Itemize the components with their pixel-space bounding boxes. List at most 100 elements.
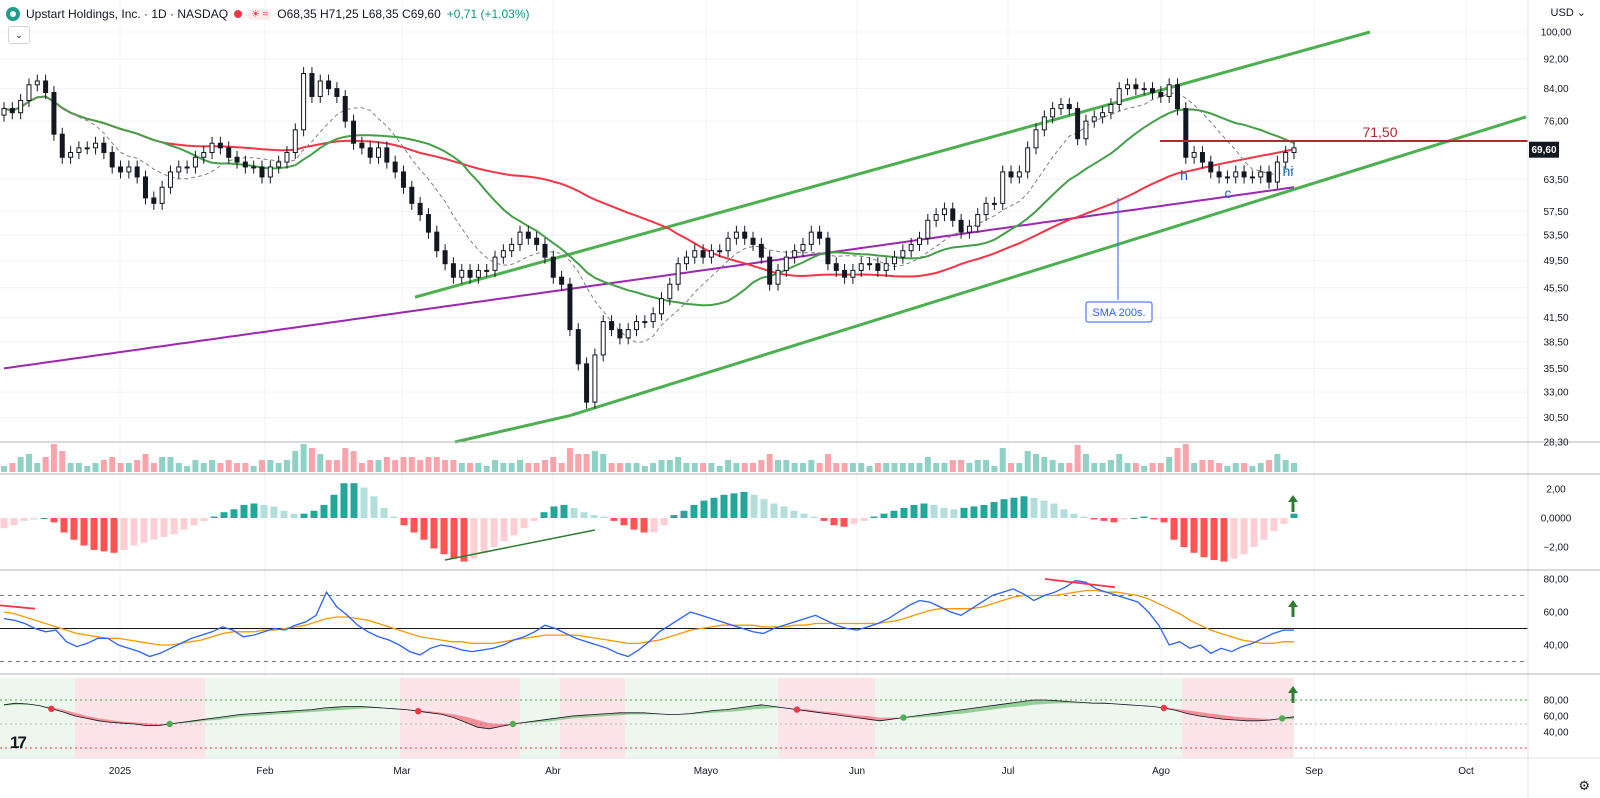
bullish-cross-dot bbox=[900, 714, 907, 721]
histogram-bar bbox=[360, 487, 368, 518]
candle-up bbox=[1083, 120, 1089, 140]
oscillator-bull-fill bbox=[749, 704, 762, 710]
candle-down bbox=[450, 263, 456, 278]
divergence-line bbox=[444, 529, 596, 561]
histogram-bar bbox=[480, 518, 488, 553]
volume-bar bbox=[117, 463, 124, 472]
bullish-cross-dot bbox=[166, 720, 173, 728]
price-tick-label: 57,50 bbox=[1543, 207, 1568, 218]
volume-bar bbox=[983, 460, 990, 472]
histogram-tick-label: 0,0000 bbox=[1541, 514, 1572, 525]
histogram-bar bbox=[640, 518, 648, 533]
candle-up bbox=[925, 219, 931, 239]
volume-bar bbox=[974, 460, 981, 472]
candle-down bbox=[367, 147, 373, 158]
volume-bar bbox=[650, 463, 657, 472]
candle-down bbox=[417, 202, 423, 216]
annotation-h: h bbox=[1180, 167, 1188, 183]
histogram-bar bbox=[880, 513, 888, 518]
histogram-bar bbox=[100, 518, 108, 552]
histogram-bar bbox=[60, 518, 68, 533]
volume-bar bbox=[1024, 451, 1031, 472]
time-tick-label: 2025 bbox=[109, 766, 132, 777]
collapse-legend-chevron-down-icon[interactable]: ⌄ bbox=[8, 26, 30, 44]
candle-up bbox=[775, 269, 781, 285]
oscillator-tick-label: 80,00 bbox=[1543, 696, 1568, 707]
oscillator-tick-label: 40,00 bbox=[1543, 728, 1568, 739]
currency-label: USD bbox=[1550, 6, 1574, 19]
histogram-bar bbox=[760, 499, 768, 518]
candle-down bbox=[742, 231, 748, 239]
candle-down bbox=[1266, 171, 1272, 183]
volume-bar bbox=[1041, 457, 1048, 472]
candle-up bbox=[301, 73, 307, 131]
candle-down bbox=[542, 243, 548, 258]
volume-bar bbox=[733, 463, 740, 472]
oscillator-bear-fill bbox=[146, 723, 158, 726]
sma10-dashed-line bbox=[3, 92, 1295, 344]
price-tick-label: 63,50 bbox=[1543, 175, 1568, 186]
candle-up bbox=[1025, 147, 1031, 173]
volume-bar bbox=[242, 463, 249, 472]
volume-bar bbox=[1232, 463, 1239, 472]
candle-down bbox=[309, 73, 315, 97]
tradingview-logo-icon[interactable]: 17 bbox=[10, 733, 27, 752]
symbol-title[interactable]: Upstart Holdings, Inc. · 1D · NASDAQ bbox=[26, 7, 229, 21]
candle-up bbox=[675, 263, 681, 285]
volume-bar bbox=[1149, 463, 1156, 472]
volume-bar bbox=[1082, 454, 1089, 472]
candle-down bbox=[1150, 88, 1156, 94]
volume-bar bbox=[367, 460, 374, 472]
volume-bar bbox=[450, 460, 457, 472]
volume-bar bbox=[1241, 463, 1248, 472]
volume-bar bbox=[725, 460, 732, 472]
volume-bar bbox=[525, 463, 532, 472]
candle-down bbox=[1008, 171, 1014, 178]
candle-up bbox=[634, 321, 640, 331]
candle-down bbox=[384, 147, 390, 163]
earnings-icon[interactable]: ☀ ≈ bbox=[248, 8, 272, 20]
volume-bar bbox=[808, 460, 815, 472]
price-pane[interactable] bbox=[1, 30, 1528, 444]
oscillator-bull-fill bbox=[927, 712, 939, 717]
candle-up bbox=[1033, 129, 1039, 149]
candle-up bbox=[509, 243, 515, 252]
candle-down bbox=[400, 171, 406, 188]
histogram-bar bbox=[1000, 499, 1008, 518]
rsi-pane bbox=[0, 578, 1528, 662]
market-status-icon bbox=[234, 10, 243, 18]
volume-bar bbox=[492, 460, 499, 472]
volume-bar bbox=[541, 460, 548, 472]
histogram-bar bbox=[410, 518, 418, 533]
volume-bar bbox=[799, 463, 806, 472]
histogram-bar bbox=[50, 518, 58, 523]
gear-icon[interactable]: ⚙ bbox=[1578, 778, 1590, 793]
price-tick-label: 38,50 bbox=[1543, 338, 1568, 349]
currency-selector[interactable]: USD ⌄ bbox=[1550, 6, 1586, 20]
oscillator-bull-fill bbox=[725, 708, 738, 712]
oscillator-up-arrow bbox=[1288, 686, 1298, 703]
candle-up bbox=[892, 256, 898, 265]
volume-bar bbox=[134, 460, 141, 472]
histogram-bar bbox=[1080, 516, 1088, 518]
oscillator-fast-line bbox=[3, 699, 1295, 730]
histogram-bar bbox=[380, 507, 388, 518]
volume-bar bbox=[358, 463, 365, 472]
candle-up bbox=[592, 354, 598, 403]
candle-up bbox=[1091, 116, 1097, 122]
volume-bar bbox=[1266, 460, 1273, 472]
volume-bar bbox=[708, 463, 715, 472]
histogram-bar bbox=[1290, 513, 1298, 518]
histogram-bar bbox=[590, 515, 598, 518]
time-tick-label: Abr bbox=[545, 766, 561, 777]
histogram-bar bbox=[840, 518, 848, 527]
price-tick-label: 41,50 bbox=[1543, 313, 1568, 324]
volume-bar bbox=[791, 463, 798, 472]
histogram-bar bbox=[330, 494, 338, 518]
candle-up bbox=[159, 186, 165, 204]
volume-bar bbox=[142, 454, 149, 472]
volume-bar bbox=[916, 463, 923, 472]
volume-bar bbox=[308, 448, 315, 472]
candle-up bbox=[18, 99, 24, 114]
